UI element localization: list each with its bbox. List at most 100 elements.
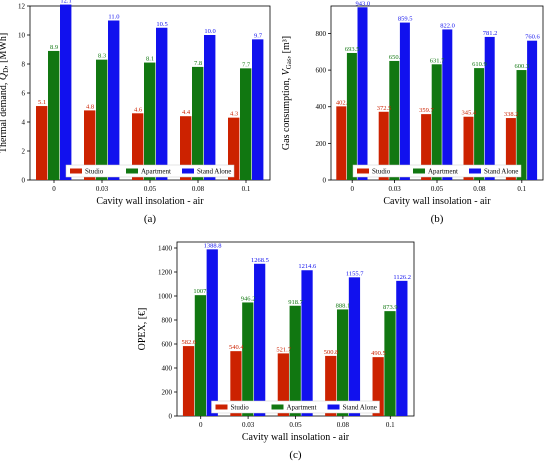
data-label: 1126.2 xyxy=(393,274,411,281)
legend-swatch xyxy=(182,168,194,174)
bar xyxy=(96,59,108,180)
x-tick-label: 0.03 xyxy=(96,185,109,193)
data-label: 11.0 xyxy=(108,14,119,21)
bar xyxy=(156,27,168,180)
data-label: 859.5 xyxy=(398,16,413,23)
x-axis-label: Cavity wall insolation - air xyxy=(242,432,350,443)
y-tick-label: 200 xyxy=(162,389,173,397)
bar xyxy=(325,355,337,416)
legend-label: Apartment xyxy=(287,404,317,412)
data-label: 822.0 xyxy=(440,22,455,29)
bar xyxy=(84,110,96,180)
bars xyxy=(182,249,408,416)
bar xyxy=(204,35,216,180)
bar xyxy=(277,353,289,416)
data-label: 631.7 xyxy=(430,57,445,64)
bars xyxy=(336,7,538,181)
legend-swatch xyxy=(70,168,82,174)
x-tick-label: 0.05 xyxy=(144,185,157,193)
bar xyxy=(192,66,204,180)
y-tick-label: 400 xyxy=(162,365,173,373)
y-tick-label: 1000 xyxy=(158,293,173,301)
bar xyxy=(144,62,156,180)
y-tick-labels: 0 200 400 600 800 1000 1200 1400 xyxy=(158,245,177,421)
bar xyxy=(180,116,192,180)
data-label: 490.5 xyxy=(371,350,386,357)
bar xyxy=(194,295,207,416)
legend-swatch xyxy=(327,404,340,410)
bar xyxy=(336,106,347,180)
data-label: 650. xyxy=(389,54,401,61)
y-tick-label: 600 xyxy=(162,341,173,349)
legend-label: Studio xyxy=(231,404,250,412)
bar xyxy=(474,68,485,180)
y-tick-label: 800 xyxy=(316,30,327,38)
data-label: 540.4 xyxy=(229,344,244,351)
x-axis-label: Cavity wall insolation - air xyxy=(96,196,204,207)
bar xyxy=(384,311,396,416)
legend: Studio Apartment Stand Alone xyxy=(352,164,522,178)
data-label: 338.2 xyxy=(504,111,519,118)
data-label: 10.0 xyxy=(204,28,215,35)
data-label: 4.4 xyxy=(182,109,191,116)
bar xyxy=(254,263,266,416)
data-label: 873.9 xyxy=(383,304,398,311)
legend-label: Studio xyxy=(85,168,104,176)
bar xyxy=(399,22,410,180)
bar xyxy=(301,270,313,416)
legend-label: Stand Alone xyxy=(484,168,518,176)
bar xyxy=(442,29,453,180)
data-label: 9.7 xyxy=(254,32,263,39)
y-tick-label: 200 xyxy=(316,140,327,148)
chart-thermal-demand: 5.1 8.9 12.1 4.8 8.3 11.0 4.6 8.1 10.5 4.4 7.8 10.0… xyxy=(0,0,271,225)
y-tick-label: 600 xyxy=(316,67,327,75)
bar xyxy=(132,113,144,180)
bar xyxy=(527,40,538,180)
legend: Studio Apartment Stand Alone xyxy=(211,400,380,414)
data-label: 8.3 xyxy=(98,53,106,60)
bar xyxy=(240,68,252,180)
data-label: 1007. xyxy=(193,288,208,295)
data-label: 1214.6 xyxy=(298,263,317,270)
x-axis-label: Cavity wall insolation - air xyxy=(383,196,491,207)
data-label: 943.0 xyxy=(355,0,370,7)
data-label: 760.6 xyxy=(525,34,540,41)
y-tick-label: 4 xyxy=(22,119,26,127)
bar xyxy=(206,249,218,416)
data-label: 10.5 xyxy=(156,21,167,28)
legend-label: Stand Alone xyxy=(343,404,377,412)
data-label: 4.3 xyxy=(230,111,238,118)
data-label: 4.6 xyxy=(134,106,143,113)
panel-label: (c) xyxy=(289,449,302,461)
value-labels: 402. 693.5 943.0 372.5 650. 859.5 359.7 631.7 82… xyxy=(336,0,541,118)
y-tick-label: 800 xyxy=(162,317,173,325)
legend-label: Studio xyxy=(372,168,391,176)
bar xyxy=(372,357,384,416)
x-tick-label: 0.1 xyxy=(242,185,251,193)
y-axis-label: OPEX, [€] xyxy=(137,308,148,351)
bar xyxy=(431,64,442,180)
data-label: 359.7 xyxy=(419,107,434,114)
data-label: 7.8 xyxy=(194,60,202,67)
bar xyxy=(252,39,264,180)
bar xyxy=(484,36,495,180)
bar xyxy=(396,280,408,416)
bar xyxy=(516,70,527,180)
data-label: 600.3 xyxy=(514,63,529,70)
legend: Studio Apartment Stand Alone xyxy=(65,164,235,178)
y-tick-labels: 0 200 400 600 800 xyxy=(316,30,331,185)
y-tick-label: 12 xyxy=(18,3,26,11)
y-tick-labels: 0 2 4 6 8 10 12 xyxy=(18,3,30,185)
x-tick-label: 0.08 xyxy=(473,185,486,193)
data-label: 888.1 xyxy=(336,302,351,309)
data-label: 610.9 xyxy=(472,61,487,68)
y-tick-label: 1200 xyxy=(158,269,173,277)
y-tick-label: 0 xyxy=(323,177,327,185)
panel-label: (b) xyxy=(431,213,444,225)
x-tick-labels: 0 0.03 0.05 0.08 0.1 xyxy=(350,180,527,193)
data-label: 8.9 xyxy=(50,44,58,51)
data-label: 1155.7 xyxy=(346,270,364,277)
data-label: 1268.5 xyxy=(251,257,269,264)
data-label: 500.8 xyxy=(324,349,339,356)
bar xyxy=(289,305,301,416)
